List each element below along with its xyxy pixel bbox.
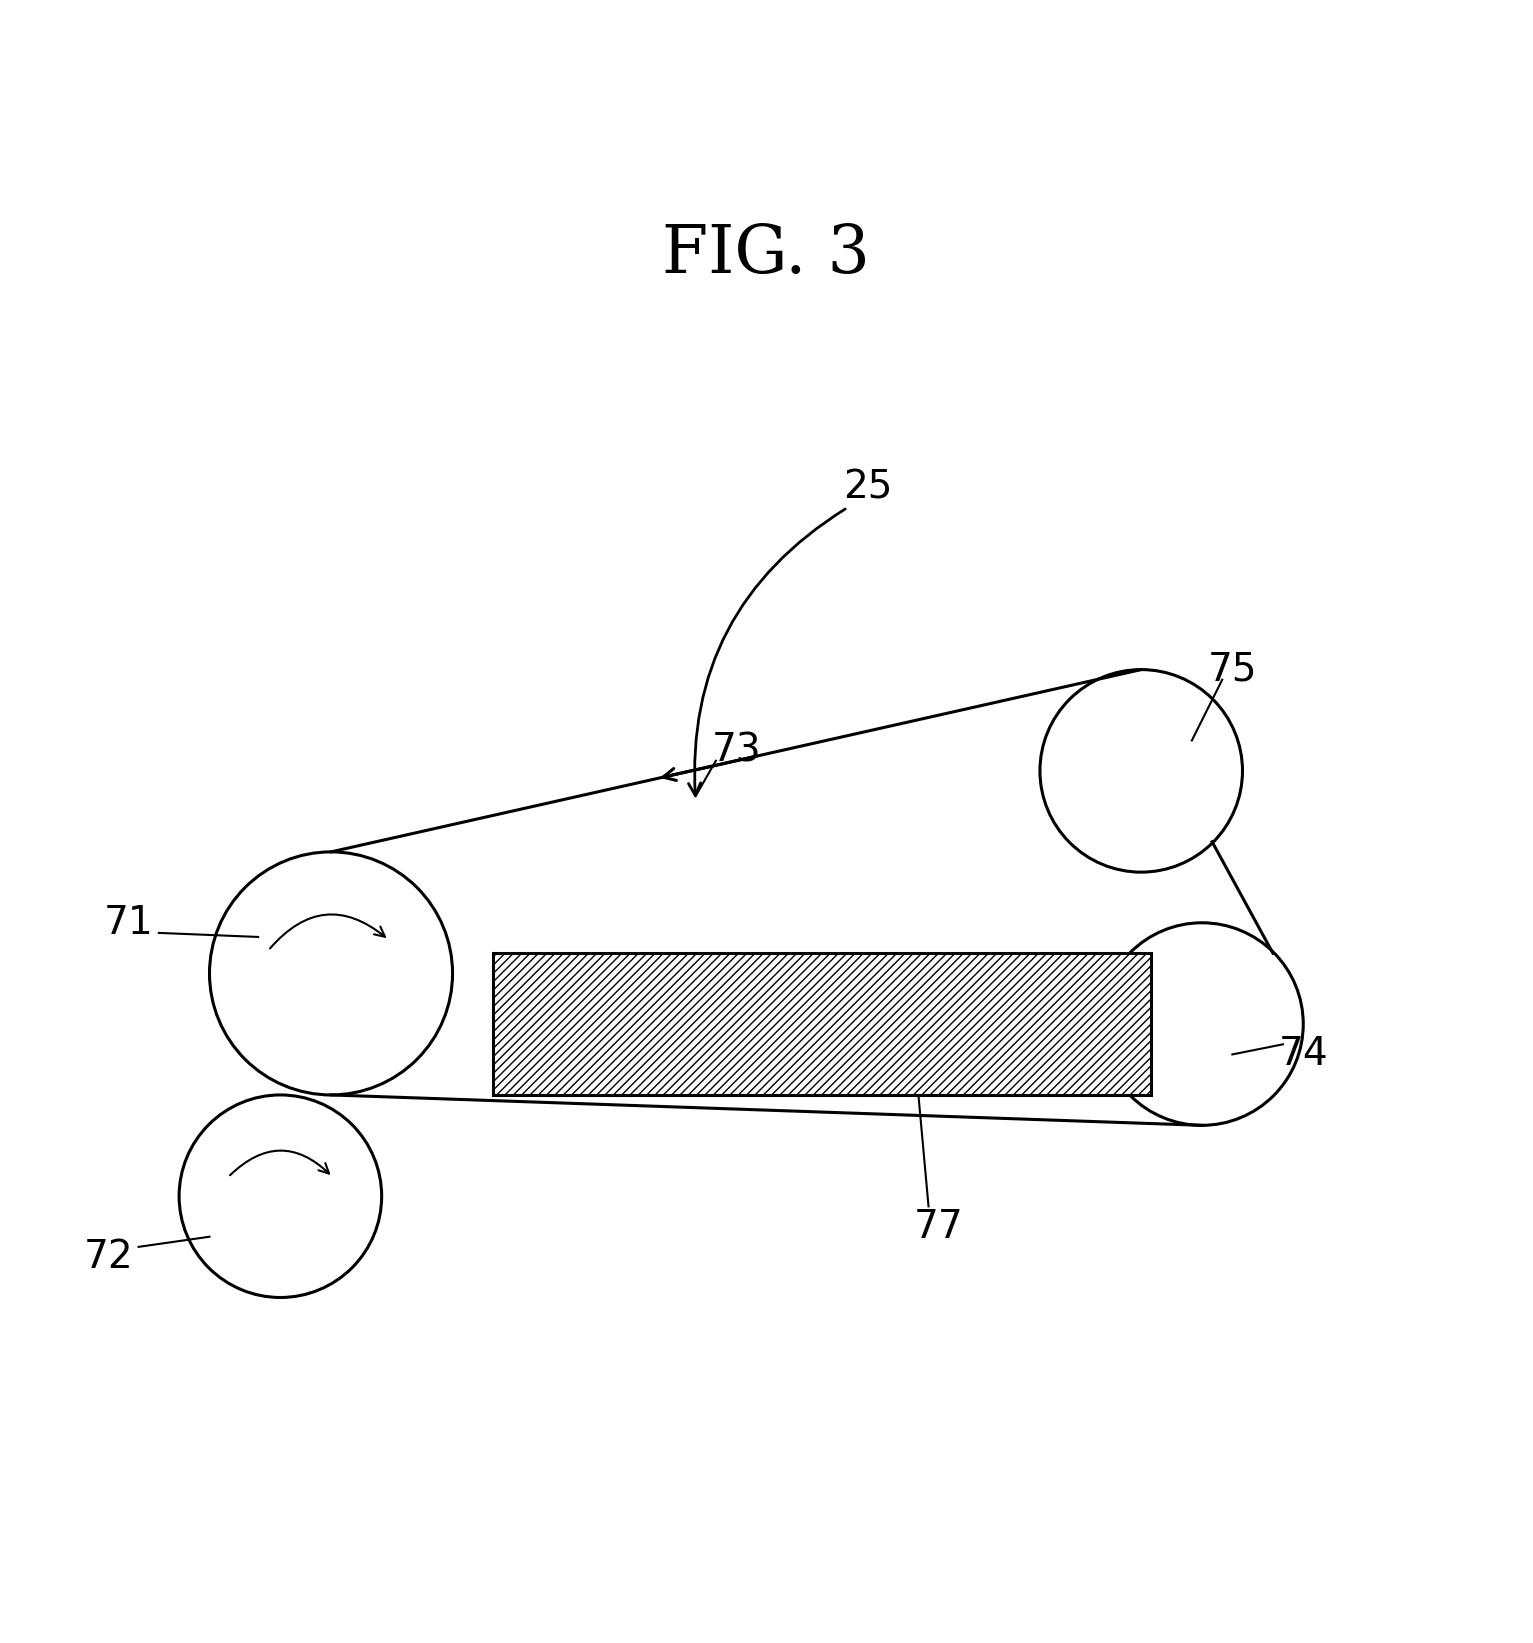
Text: 25: 25 bbox=[843, 468, 892, 506]
Text: FIG. 3: FIG. 3 bbox=[662, 222, 871, 288]
Bar bbox=[494, 953, 1151, 1094]
Text: 74: 74 bbox=[1279, 1035, 1328, 1073]
Text: 77: 77 bbox=[914, 1208, 964, 1245]
Text: 75: 75 bbox=[1208, 651, 1257, 688]
Text: 72: 72 bbox=[83, 1237, 133, 1277]
Text: 71: 71 bbox=[104, 904, 153, 941]
Text: 73: 73 bbox=[711, 731, 760, 769]
